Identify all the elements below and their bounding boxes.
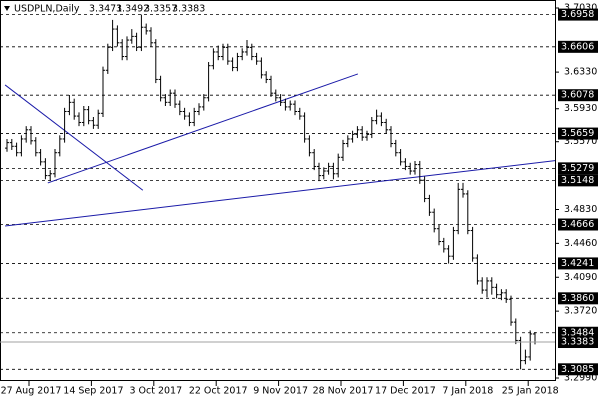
level-label-box — [558, 40, 598, 53]
level-label: 3.6958 — [561, 9, 594, 20]
x-tick-label: 14 Sep 2017 — [63, 386, 123, 397]
level-label: 3.4666 — [561, 219, 594, 230]
level-label-box — [558, 326, 598, 339]
y-tick-label: 3.4830 — [564, 204, 597, 215]
x-tick-label: 25 Jan 2018 — [502, 386, 559, 397]
x-tick-label: 28 Nov 2017 — [313, 386, 374, 397]
y-tick-label: 3.3720 — [564, 306, 597, 317]
chart-title: USDPLN,Daily — [14, 4, 80, 15]
level-label: 3.3860 — [561, 293, 594, 304]
level-label-box — [558, 292, 598, 305]
y-tick-label: 3.2990 — [564, 373, 597, 384]
plot-area — [0, 14, 555, 370]
y-tick-label: 3.4090 — [564, 272, 597, 283]
level-label: 3.3085 — [561, 364, 594, 375]
trendline — [5, 160, 555, 227]
axes: 3.7030 3.6330 3.5930 3.5570 3.4830 3.4460 3.40… — [1, 3, 598, 397]
y-tick-label: 3.5930 — [564, 103, 597, 114]
level-label-box — [558, 218, 598, 231]
symbol-icon — [4, 6, 10, 11]
level-label-box — [558, 174, 598, 187]
level-label: 3.3484 — [561, 327, 594, 338]
open-value: 3.3471 — [89, 4, 122, 15]
x-tick-label: 7 Jan 2018 — [442, 386, 493, 397]
trendline — [47, 73, 359, 184]
y-tick-label: 3.7030 — [564, 3, 597, 14]
x-tick-label: 3 Oct 2017 — [129, 386, 182, 397]
level-label: 3.4241 — [561, 258, 594, 269]
close-value: 3.3383 — [172, 4, 205, 15]
y-tick-label: 3.6330 — [564, 67, 597, 78]
high-value: 3.3492 — [116, 4, 149, 15]
level-label-box — [558, 127, 598, 140]
level-label-box — [558, 363, 598, 376]
level-label-box — [558, 162, 598, 175]
price-label: 3.3383 — [561, 337, 594, 348]
low-value: 3.3357 — [144, 4, 177, 15]
trendline — [4, 84, 144, 191]
level-label: 3.5148 — [561, 175, 594, 186]
y-tick-label: 3.4460 — [564, 238, 597, 249]
level-label: 3.6606 — [561, 41, 594, 52]
price-label-box — [558, 336, 598, 349]
plot-frame — [0, 0, 556, 381]
header: USDPLN,Daily 3.3471 3.3492 3.3357 3.3383 — [14, 4, 205, 15]
y-tick-label: 3.5570 — [564, 136, 597, 147]
level-label: 3.6078 — [561, 90, 594, 101]
level-label-box — [558, 257, 598, 270]
level-label: 3.5279 — [561, 163, 594, 174]
x-tick-label: 22 Oct 2017 — [189, 386, 248, 397]
x-tick-label: 27 Aug 2017 — [1, 386, 62, 397]
level-label-box — [558, 89, 598, 102]
x-tick-label: 17 Dec 2017 — [375, 386, 436, 397]
level-label: 3.5659 — [561, 128, 594, 139]
x-tick-label: 9 Nov 2017 — [253, 386, 308, 397]
level-label-box — [558, 8, 598, 21]
